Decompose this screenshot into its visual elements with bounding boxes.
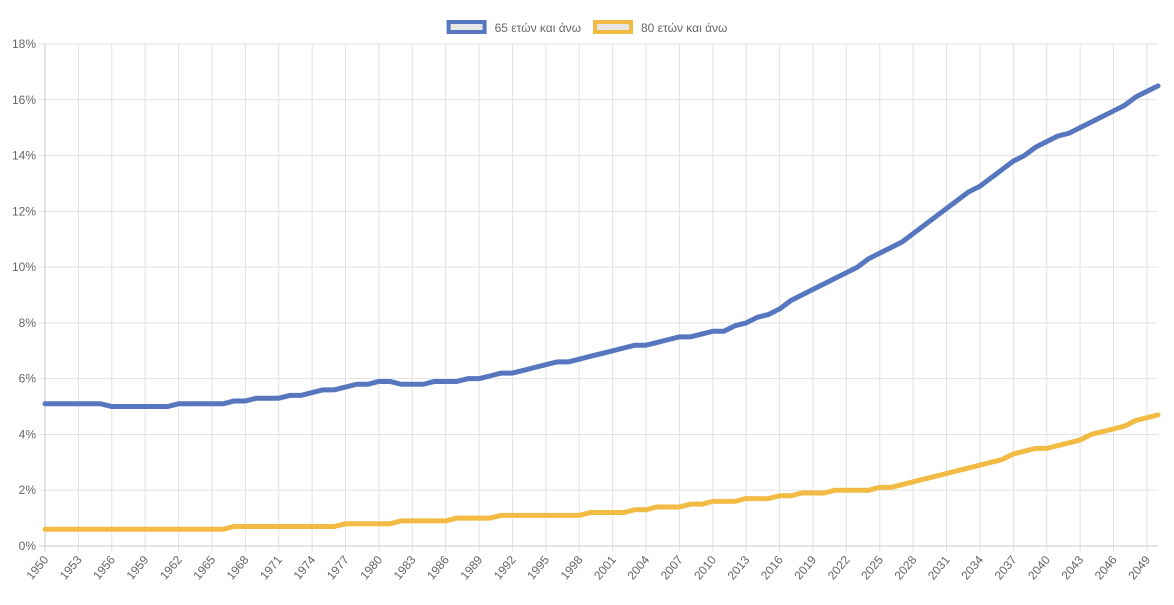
legend-item-1: 65 ετών και άνω xyxy=(446,20,581,35)
x-tick-label: 2007 xyxy=(658,553,686,583)
x-tick-label: 2025 xyxy=(858,553,886,583)
series-line-2 xyxy=(42,412,1161,532)
series-lines xyxy=(42,83,1161,532)
legend-item-2: 80 ετών και άνω xyxy=(593,20,727,35)
x-tick-label: 2013 xyxy=(725,553,753,583)
y-axis-ticks: 0% 2% 4% 6% 8% 10% 12% 14% 16% 18% xyxy=(12,37,36,553)
y-tick-label: 12% xyxy=(12,204,36,218)
x-tick-label: 1992 xyxy=(491,553,519,583)
y-tick-label: 14% xyxy=(12,149,36,163)
x-tick-label: 2010 xyxy=(691,553,719,583)
x-tick-label: 2001 xyxy=(591,553,619,583)
grid xyxy=(39,43,1158,552)
x-tick-label: 2028 xyxy=(892,553,920,583)
x-tick-label: 1959 xyxy=(124,553,152,583)
x-tick-label: 1998 xyxy=(558,553,586,583)
x-tick-label: 1983 xyxy=(391,553,419,583)
y-tick-label: 6% xyxy=(19,372,37,386)
x-tick-label: 1995 xyxy=(524,553,552,583)
x-tick-label: 1953 xyxy=(57,553,85,583)
legend-label: 80 ετών και άνω xyxy=(641,21,727,35)
x-tick-label: 2037 xyxy=(992,553,1020,583)
x-tick-label: 1950 xyxy=(23,553,51,583)
x-tick-label: 1962 xyxy=(157,553,185,583)
x-tick-label: 2016 xyxy=(758,553,786,583)
x-tick-label: 1977 xyxy=(324,553,352,583)
x-tick-label: 1968 xyxy=(224,553,252,583)
x-tick-label: 2034 xyxy=(958,553,986,583)
x-tick-label: 2022 xyxy=(825,553,853,583)
x-tick-label: 2049 xyxy=(1125,553,1153,583)
x-tick-label: 2031 xyxy=(925,553,953,583)
x-tick-label: 1965 xyxy=(190,553,218,583)
y-tick-label: 18% xyxy=(12,37,36,51)
y-tick-label: 16% xyxy=(12,93,36,107)
x-axis-ticks: 1950 1953 1956 1959 1962 1965 1968 1971 1974 1977… xyxy=(23,553,1153,583)
axes xyxy=(44,44,1158,547)
x-tick-label: 2019 xyxy=(791,553,819,583)
y-tick-label: 0% xyxy=(19,539,37,553)
x-tick-label: 1974 xyxy=(291,553,319,583)
y-tick-label: 10% xyxy=(12,260,36,274)
series-line-1 xyxy=(42,83,1161,410)
x-tick-label: 2043 xyxy=(1058,553,1086,583)
legend-swatch xyxy=(593,20,633,34)
y-tick-label: 2% xyxy=(19,483,37,497)
legend-label: 65 ετών και άνω xyxy=(495,21,581,35)
x-tick-label: 2040 xyxy=(1025,553,1053,583)
x-tick-label: 1980 xyxy=(357,553,385,583)
x-tick-label: 1986 xyxy=(424,553,452,583)
legend-swatch xyxy=(446,20,487,34)
x-tick-label: 2046 xyxy=(1092,553,1120,583)
x-tick-label: 2004 xyxy=(624,553,652,583)
legend: 65 ετών και άνω 80 ετών και άνω xyxy=(446,20,727,35)
x-tick-label: 1971 xyxy=(257,553,285,583)
x-tick-label: 1956 xyxy=(90,553,118,583)
x-tick-label: 1989 xyxy=(457,553,485,583)
y-tick-label: 4% xyxy=(19,427,37,441)
y-tick-label: 8% xyxy=(19,316,37,330)
